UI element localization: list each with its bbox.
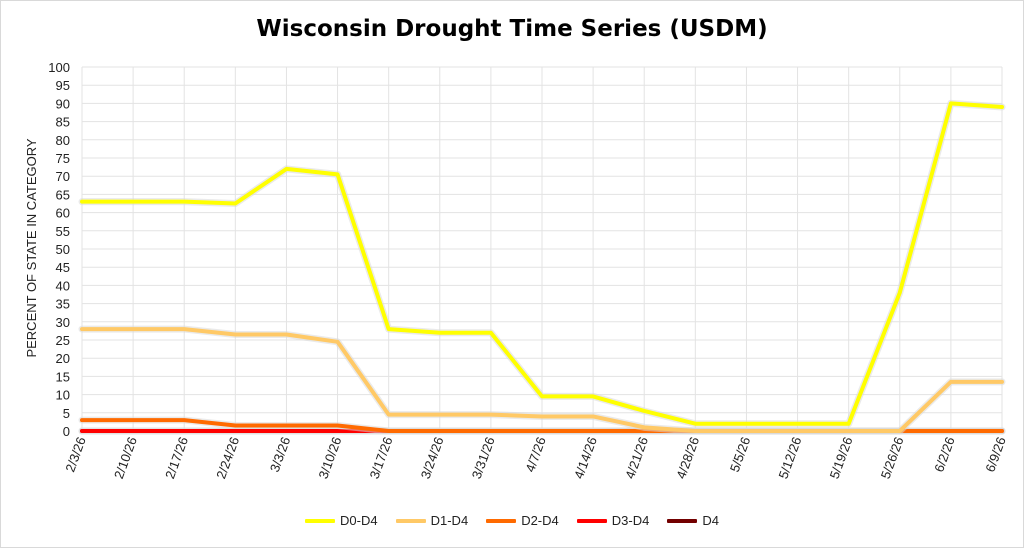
y-axis-label: PERCENT OF STATE IN CATEGORY (24, 138, 39, 357)
y-tick-label: 75 (56, 151, 70, 166)
x-tick-label: 6/9/26 (982, 435, 1008, 474)
x-tick-label: 6/2/26 (931, 435, 957, 474)
y-tick-label: 60 (56, 206, 70, 221)
y-tick-label: 45 (56, 260, 70, 275)
legend-item-d4: D4 (667, 513, 719, 528)
legend-swatch (395, 518, 426, 523)
y-tick-label: 95 (56, 78, 70, 93)
y-tick-label: 35 (56, 297, 70, 312)
legend-item-d0-d4: D0-D4 (305, 513, 378, 528)
y-tick-label: 0 (63, 424, 70, 439)
legend-swatch (667, 518, 698, 523)
y-tick-label: 5 (63, 406, 70, 421)
series-line-d0-d4 (80, 101, 1004, 426)
y-tick-label: 100 (48, 60, 70, 75)
series-line-d1-d4 (80, 327, 1004, 433)
series-lines (78, 99, 1006, 435)
x-tick-label: 3/17/26 (367, 435, 396, 481)
y-tick-label: 80 (56, 133, 70, 148)
y-tick-label: 85 (56, 115, 70, 130)
legend-label: D3-D4 (611, 513, 650, 528)
y-tick-label: 20 (56, 351, 70, 366)
y-tick-label: 70 (56, 169, 70, 184)
legend: D0-D4 D1-D4 D2-D4 D3-D4 D4 (0, 513, 1024, 528)
legend-swatch (486, 518, 517, 523)
x-tick-label: 3/3/26 (267, 435, 293, 474)
y-tick-label: 15 (56, 369, 70, 384)
legend-item-d1-d4: D1-D4 (395, 513, 469, 528)
x-tick-label: 5/26/26 (878, 435, 907, 481)
y-tick-label: 10 (56, 388, 70, 403)
legend-swatch (576, 518, 607, 523)
y-tick-label: 25 (56, 333, 70, 348)
y-axis-ticks: 0 5 10 15 20 25 30 35 40 45 50 55 60 65 70 75 80 85 90 95 10… (48, 60, 70, 439)
legend-label: D2-D4 (521, 513, 559, 528)
x-tick-label: 3/31/26 (469, 435, 498, 481)
gridlines (81, 66, 1003, 432)
y-tick-label: 40 (56, 278, 70, 293)
legend-item-d2-d4: D2-D4 (486, 513, 559, 528)
y-tick-label: 90 (56, 96, 70, 111)
chart-title: Wisconsin Drought Time Series (USDM) (256, 16, 768, 42)
x-tick-label: 5/5/26 (727, 435, 753, 474)
y-tick-label: 65 (56, 187, 70, 202)
y-tick-label: 30 (56, 315, 70, 330)
legend-label: D0-D4 (340, 513, 378, 528)
legend-label: D4 (702, 513, 719, 528)
x-axis-ticks: 2/3/26 2/10/26 2/17/26 2/24/26 3/3/26 3/10/26… (62, 435, 1008, 481)
legend-item-d3-d4: D3-D4 (576, 513, 650, 528)
x-tick-label: 4/21/26 (622, 435, 651, 481)
y-tick-label: 50 (56, 242, 70, 257)
x-tick-label: 5/12/26 (775, 435, 804, 481)
x-tick-label: 2/24/26 (213, 435, 242, 481)
x-tick-label: 5/19/26 (827, 435, 856, 481)
x-tick-label: 3/10/26 (315, 435, 344, 481)
x-tick-label: 4/14/26 (571, 435, 600, 481)
legend-label: D1-D4 (430, 513, 469, 528)
x-tick-label: 2/10/26 (111, 435, 140, 481)
x-tick-label: 4/28/26 (673, 435, 702, 481)
legend-swatch (305, 518, 336, 523)
x-tick-label: 2/17/26 (162, 435, 191, 481)
x-tick-label: 2/3/26 (62, 435, 88, 474)
x-tick-label: 3/24/26 (418, 435, 447, 481)
x-tick-label: 4/7/26 (522, 435, 548, 474)
y-tick-label: 55 (56, 224, 70, 239)
